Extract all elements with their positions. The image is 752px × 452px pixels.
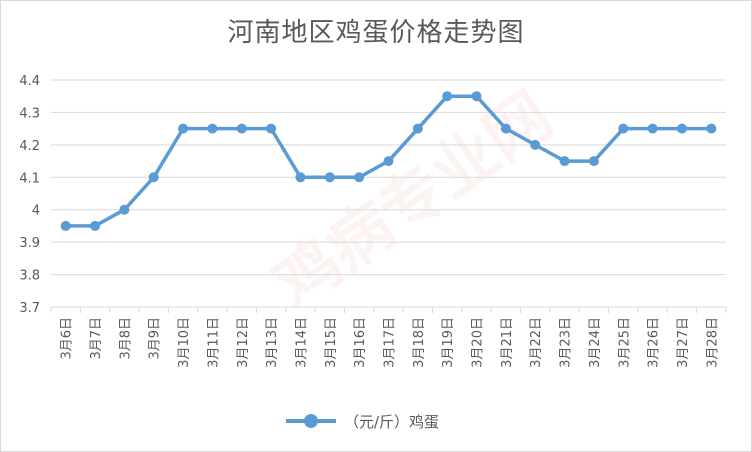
x-tick-label: 3月25日 bbox=[617, 317, 632, 368]
data-point bbox=[295, 172, 306, 183]
data-point bbox=[588, 156, 599, 167]
data-point bbox=[412, 123, 423, 134]
y-tick-label: 3.7 bbox=[19, 301, 40, 316]
chart-title: 河南地区鸡蛋价格走势图 bbox=[227, 18, 525, 48]
data-point bbox=[676, 123, 687, 134]
x-tick-label: 3月13日 bbox=[265, 317, 280, 368]
legend-marker-icon bbox=[286, 414, 336, 428]
y-tick-label: 3.8 bbox=[19, 269, 40, 284]
x-tick-label: 3月10日 bbox=[177, 317, 192, 368]
data-point bbox=[119, 204, 130, 215]
data-point bbox=[324, 172, 335, 183]
x-tick-label: 3月17日 bbox=[383, 317, 398, 368]
x-tick-label: 3月22日 bbox=[529, 317, 544, 368]
x-tick-label: 3月27日 bbox=[676, 317, 691, 368]
x-tick-label: 3月9日 bbox=[148, 317, 163, 360]
data-point bbox=[207, 123, 218, 134]
data-point bbox=[148, 172, 159, 183]
x-tick-label: 3月15日 bbox=[324, 317, 339, 368]
data-point bbox=[559, 156, 570, 167]
x-tick-label: 3月12日 bbox=[236, 317, 251, 368]
y-tick-label: 4.3 bbox=[19, 106, 40, 121]
x-tick-label: 3月18日 bbox=[412, 317, 427, 368]
data-point bbox=[471, 91, 482, 102]
x-tick-label: 3月6日 bbox=[60, 317, 75, 360]
x-tick-label: 3月7日 bbox=[89, 317, 104, 360]
x-tick-label: 3月14日 bbox=[294, 317, 309, 368]
y-tick-label: 4 bbox=[32, 204, 40, 219]
x-tick-label: 3月21日 bbox=[500, 317, 515, 368]
data-point bbox=[266, 123, 277, 134]
legend: （元/斤）鸡蛋 bbox=[286, 410, 439, 432]
data-point bbox=[706, 123, 717, 134]
x-tick-label: 3月28日 bbox=[705, 317, 720, 368]
data-point bbox=[647, 123, 658, 134]
data-point bbox=[90, 220, 101, 231]
x-tick-label: 3月20日 bbox=[471, 317, 486, 368]
y-tick-label: 3.9 bbox=[19, 236, 40, 251]
x-tick-label: 3月8日 bbox=[118, 317, 133, 360]
data-point bbox=[618, 123, 629, 134]
x-tick-label: 3月23日 bbox=[559, 317, 574, 368]
data-point bbox=[178, 123, 189, 134]
data-point bbox=[354, 172, 365, 183]
x-tick-label: 3月26日 bbox=[647, 317, 662, 368]
x-tick-label: 3月24日 bbox=[588, 317, 603, 368]
data-point bbox=[236, 123, 247, 134]
data-point bbox=[60, 220, 71, 231]
data-point bbox=[383, 156, 394, 167]
y-tick-label: 4.4 bbox=[19, 74, 40, 89]
y-tick-label: 4.1 bbox=[19, 171, 40, 186]
y-tick-label: 4.2 bbox=[19, 139, 40, 154]
data-point bbox=[442, 91, 453, 102]
x-tick-label: 3月16日 bbox=[353, 317, 368, 368]
x-tick-label: 3月19日 bbox=[441, 317, 456, 368]
data-point bbox=[530, 139, 541, 150]
data-point bbox=[500, 123, 511, 134]
legend-label: （元/斤）鸡蛋 bbox=[344, 412, 440, 431]
x-tick-label: 3月11日 bbox=[206, 317, 221, 368]
